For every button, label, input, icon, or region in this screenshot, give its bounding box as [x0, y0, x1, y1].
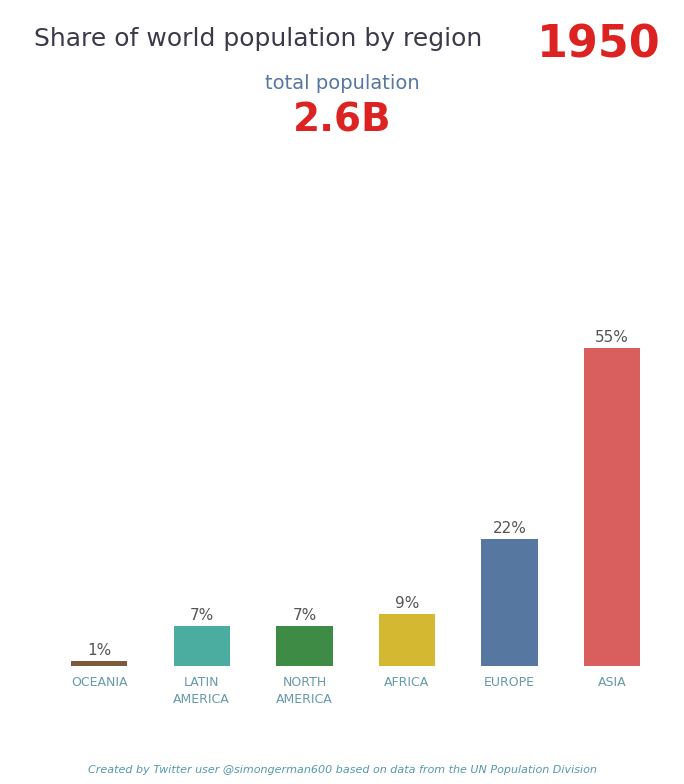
- Text: Created by Twitter user @simongerman600 based on data from the UN Population Div: Created by Twitter user @simongerman600 …: [88, 764, 596, 775]
- Text: 9%: 9%: [395, 597, 419, 612]
- Bar: [71, 661, 127, 666]
- Text: 22%: 22%: [492, 521, 527, 536]
- Text: 7%: 7%: [189, 608, 214, 623]
- Bar: [174, 626, 230, 666]
- Text: 55%: 55%: [595, 330, 629, 345]
- Text: 1%: 1%: [87, 643, 111, 658]
- Bar: [584, 348, 640, 666]
- Text: 7%: 7%: [292, 608, 317, 623]
- Bar: [482, 539, 538, 666]
- Text: 2.6B: 2.6B: [293, 102, 391, 140]
- Text: Share of world population by region: Share of world population by region: [34, 27, 482, 52]
- Text: 1950: 1950: [537, 24, 660, 67]
- Bar: [379, 615, 435, 666]
- Text: total population: total population: [265, 74, 419, 93]
- Bar: [276, 626, 332, 666]
